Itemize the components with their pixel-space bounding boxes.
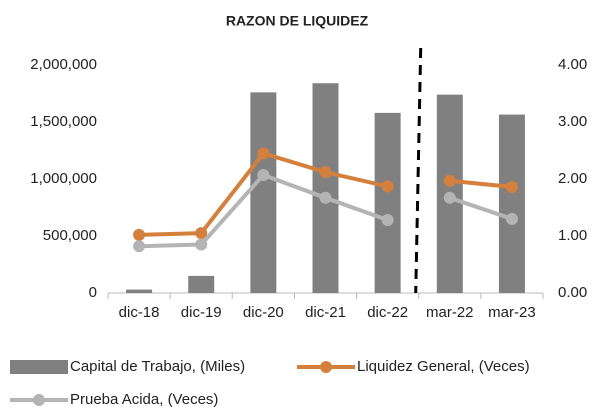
bar — [498, 114, 525, 293]
y2-tick-label: 4.00 — [558, 56, 587, 73]
point — [381, 180, 394, 193]
point — [381, 214, 394, 227]
divider — [414, 47, 423, 294]
point — [443, 174, 456, 187]
point — [195, 227, 208, 240]
y2-tick-label: 3.00 — [558, 113, 587, 130]
legend-label: Liquidez General, (Veces) — [357, 358, 530, 375]
bar — [126, 289, 153, 293]
y2-tick-label: 2.00 — [558, 170, 587, 187]
line — [449, 178, 513, 189]
bar — [312, 83, 339, 294]
y-tick-label: 0 — [89, 284, 97, 301]
legend-swatch — [33, 394, 45, 406]
point — [257, 169, 270, 182]
bar — [374, 112, 401, 293]
point — [133, 228, 146, 241]
point — [505, 212, 518, 225]
x-tick-label: dic-19 — [181, 304, 222, 321]
legend-label: Capital de Trabajo, (Miles) — [70, 358, 245, 375]
chart-title: RAZON DE LIQUIDEZ — [226, 13, 369, 29]
x-tick-label: dic-20 — [243, 304, 284, 321]
bar — [250, 92, 277, 293]
point — [319, 191, 332, 204]
x-tick-label: dic-21 — [305, 304, 346, 321]
line — [449, 195, 513, 221]
legend-label: Prueba Acida, (Veces) — [70, 391, 218, 408]
point — [133, 240, 146, 253]
x-tick-label: dic-18 — [119, 304, 160, 321]
point — [443, 191, 456, 204]
x-tick-label: dic-22 — [367, 304, 408, 321]
x-tick-label: mar-23 — [488, 304, 536, 321]
y-tick-label: 500,000 — [43, 227, 97, 244]
legend-swatch — [320, 361, 332, 373]
point — [195, 238, 208, 251]
y2-tick-label: 1.00 — [558, 227, 587, 244]
y-tick-label: 1,000,000 — [30, 170, 97, 187]
y-tick-label: 2,000,000 — [30, 56, 97, 73]
point — [257, 147, 270, 160]
x-tick-label: mar-22 — [426, 304, 474, 321]
y2-tick-label: 0.00 — [558, 284, 587, 301]
point — [505, 180, 518, 193]
point — [319, 166, 332, 179]
y-tick-label: 1,500,000 — [30, 113, 97, 130]
legend-swatch — [10, 360, 68, 374]
bar — [188, 275, 215, 293]
